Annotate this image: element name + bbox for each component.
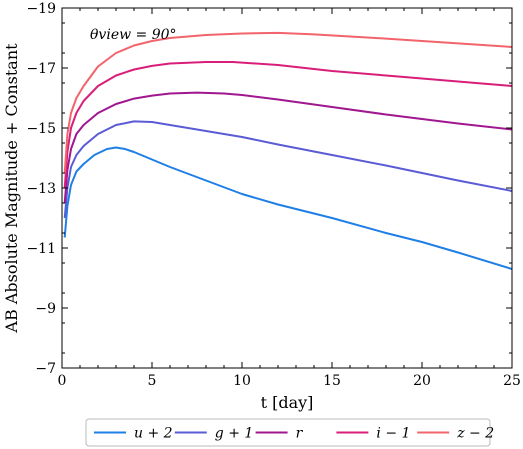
x-tick-label: 20 <box>413 373 431 389</box>
y-tick-label: −9 <box>35 301 56 317</box>
x-tick-label: 10 <box>233 373 251 389</box>
series-line-1 <box>63 120 513 219</box>
plot-frame <box>61 7 513 369</box>
y-tick-label: −13 <box>26 181 56 197</box>
y-tick-label: −17 <box>26 61 56 77</box>
axis-ticks <box>61 7 513 369</box>
x-tick-label: 5 <box>148 373 157 389</box>
legend-label-3: i − 1 <box>376 426 410 442</box>
series-line-4 <box>63 31 513 174</box>
legend-label-0: u + 2 <box>134 426 173 442</box>
series-lines <box>63 31 513 270</box>
x-tick-label: 25 <box>503 373 521 389</box>
y-tick-label: −7 <box>35 361 56 377</box>
legend-entries: u + 2 g + 1 r i − 1 z − 2 <box>94 426 494 442</box>
y-axis-label: AB Absolute Magnitude + Constant <box>2 43 21 334</box>
legend <box>85 418 491 447</box>
series-line-2 <box>63 91 513 204</box>
series-line-3 <box>63 61 513 189</box>
y-tick-label: −19 <box>26 1 56 17</box>
x-axis-label: t [day] <box>261 393 314 412</box>
legend-label-2: r <box>296 426 304 442</box>
x-tick-label: 0 <box>58 373 67 389</box>
y-tick-label: −11 <box>26 241 56 257</box>
y-tick-label: −15 <box>26 121 56 137</box>
view-angle-annotation: θview = 90° <box>90 27 177 43</box>
legend-label-4: z − 2 <box>456 426 494 442</box>
series-line-0 <box>63 146 513 270</box>
legend-label-1: g + 1 <box>215 426 254 442</box>
x-tick-label: 15 <box>323 373 341 389</box>
tick-labels: 0 5 10 15 20 25 −19 −17 −15 −13 −11 −9 −7 <box>26 1 520 389</box>
